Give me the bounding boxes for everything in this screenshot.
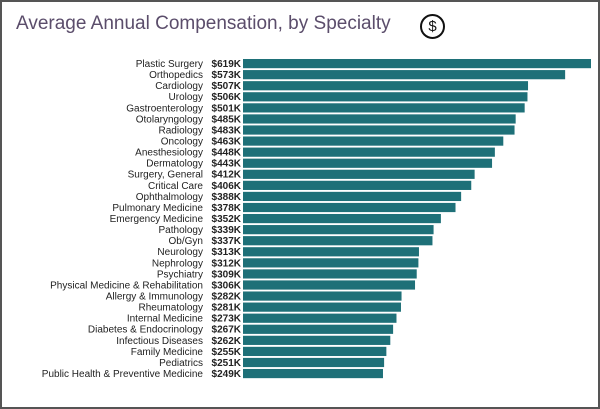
bar [243, 59, 591, 69]
value-label: $506K [212, 92, 242, 103]
value-label: $255K [212, 347, 242, 358]
category-label: Otolaryngology [136, 114, 203, 125]
category-label: Neurology [157, 247, 203, 258]
bar [243, 280, 416, 290]
bar [243, 180, 472, 190]
category-label: Ophthalmology [136, 192, 203, 203]
category-label: Pathology [159, 225, 203, 236]
value-label: $501K [212, 103, 242, 114]
category-label: Critical Care [148, 181, 203, 192]
bar [243, 269, 417, 279]
category-label: Gastroenterology [126, 103, 203, 114]
bar [243, 368, 383, 379]
bar [243, 70, 566, 80]
value-label: $262K [212, 336, 242, 347]
value-label: $282K [212, 291, 242, 302]
bar [243, 236, 433, 246]
bar [243, 346, 387, 357]
value-label: $507K [212, 81, 242, 92]
bar [243, 169, 475, 179]
bar [243, 114, 516, 124]
dollar-circle-icon: $ [420, 14, 445, 39]
bar [243, 191, 462, 202]
bar [243, 103, 525, 113]
value-label: $573K [212, 70, 242, 81]
bar [243, 302, 401, 312]
category-label: Family Medicine [131, 347, 204, 358]
category-label: Physical Medicine & Rehabilitation [50, 280, 203, 291]
value-label: $412K [212, 170, 242, 181]
category-label: Oncology [161, 136, 203, 147]
category-label: Ob/Gyn [169, 236, 203, 247]
bar [243, 357, 385, 368]
bar [243, 324, 394, 334]
value-label: $378K [212, 203, 242, 214]
category-label: Infectious Diseases [116, 336, 203, 347]
value-label: $448K [212, 148, 242, 159]
value-label: $251K [212, 358, 242, 369]
bar [243, 291, 402, 301]
value-label: $463K [212, 136, 242, 147]
category-label: Orthopedics [149, 70, 203, 81]
bar [243, 147, 495, 157]
bar [243, 258, 419, 268]
value-label: $352K [212, 214, 242, 225]
category-label: Rheumatology [139, 303, 203, 314]
value-label: $388K [212, 192, 242, 203]
bar [243, 335, 391, 345]
bar [243, 158, 493, 168]
category-label: Emergency Medicine [110, 214, 204, 225]
bar [243, 125, 515, 135]
value-label: $337K [212, 236, 242, 247]
value-label: $267K [212, 325, 242, 336]
chart-title: Average Annual Compensation, by Specialt… [16, 13, 391, 34]
value-label: $313K [212, 247, 242, 258]
bar [243, 247, 419, 257]
value-label: $249K [212, 369, 242, 380]
bar [243, 225, 434, 235]
category-label: Internal Medicine [127, 314, 204, 325]
category-label: Urology [169, 92, 203, 103]
value-label: $309K [212, 269, 242, 280]
bar [243, 213, 441, 224]
bar [243, 92, 528, 102]
category-label: Public Health & Preventive Medicine [42, 369, 204, 380]
bar [243, 136, 504, 146]
value-label: $312K [212, 258, 242, 269]
value-label: $306K [212, 280, 242, 291]
value-label: $443K [212, 159, 242, 170]
category-label: Pulmonary Medicine [112, 203, 203, 214]
category-label: Anesthesiology [135, 148, 203, 159]
value-label: $619K [212, 59, 242, 70]
category-label: Diabetes & Endocrinology [88, 325, 203, 336]
bar [243, 81, 529, 91]
category-label: Cardiology [155, 81, 203, 92]
value-label: $485K [212, 114, 242, 125]
category-label: Radiology [159, 125, 203, 136]
category-label: Plastic Surgery [136, 59, 203, 70]
category-label: Psychiatry [157, 269, 203, 280]
category-label: Nephrology [152, 258, 203, 269]
category-label: Surgery, General [128, 170, 203, 181]
bar [243, 313, 397, 323]
value-label: $483K [212, 125, 242, 136]
bar [243, 202, 456, 213]
value-label: $273K [212, 314, 242, 325]
category-label: Dermatology [146, 159, 203, 170]
category-label: Pediatrics [159, 358, 203, 369]
value-label: $406K [212, 181, 242, 192]
value-label: $281K [212, 303, 242, 314]
category-label: Allergy & Immunology [106, 291, 203, 302]
value-label: $339K [212, 225, 242, 236]
